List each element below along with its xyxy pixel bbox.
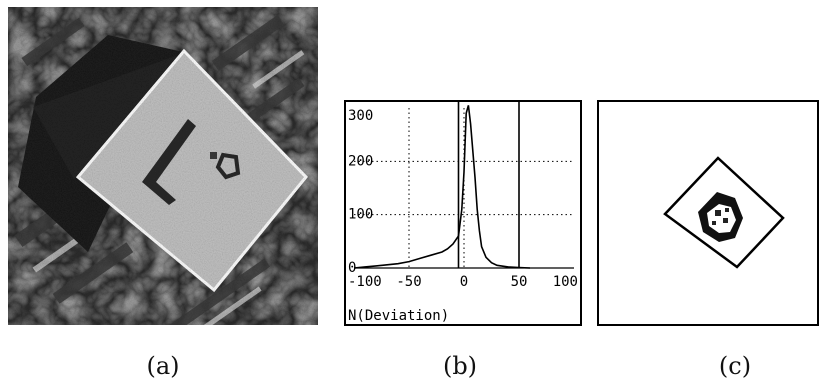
result-image: [597, 100, 819, 326]
caption-a: (a): [146, 352, 180, 380]
deviation-series-line: [353, 105, 531, 269]
histogram-chart: 300 200 100 0 -100 -50 0 50 100 N(Deviation): [344, 100, 582, 326]
result-frame: [597, 100, 819, 326]
caption-c: (c): [718, 352, 752, 380]
x-tick-label: 50: [511, 274, 528, 290]
chart-frame: [344, 100, 582, 326]
x-tick-label: 100: [553, 274, 578, 290]
x-tick-label: -50: [396, 274, 421, 290]
detected-roof-structure: [698, 192, 743, 242]
aerial-image: [8, 7, 318, 343]
x-tick-label: 0: [460, 274, 468, 290]
x-tick-label: -100: [348, 274, 382, 290]
y-tick-label: 300: [348, 108, 373, 124]
y-tick-label: 100: [348, 207, 373, 223]
deviation-histogram: 300 200 100 0 -100 -50 0 50 100 N(Deviation): [344, 100, 582, 326]
result-image-panel: [597, 100, 819, 326]
y-tick-label: 0: [348, 260, 356, 276]
y-tick-label: 200: [348, 153, 373, 169]
caption-b: (b): [442, 352, 478, 380]
x-axis-label: N(Deviation): [348, 308, 449, 324]
aerial-image-panel: [8, 7, 318, 343]
